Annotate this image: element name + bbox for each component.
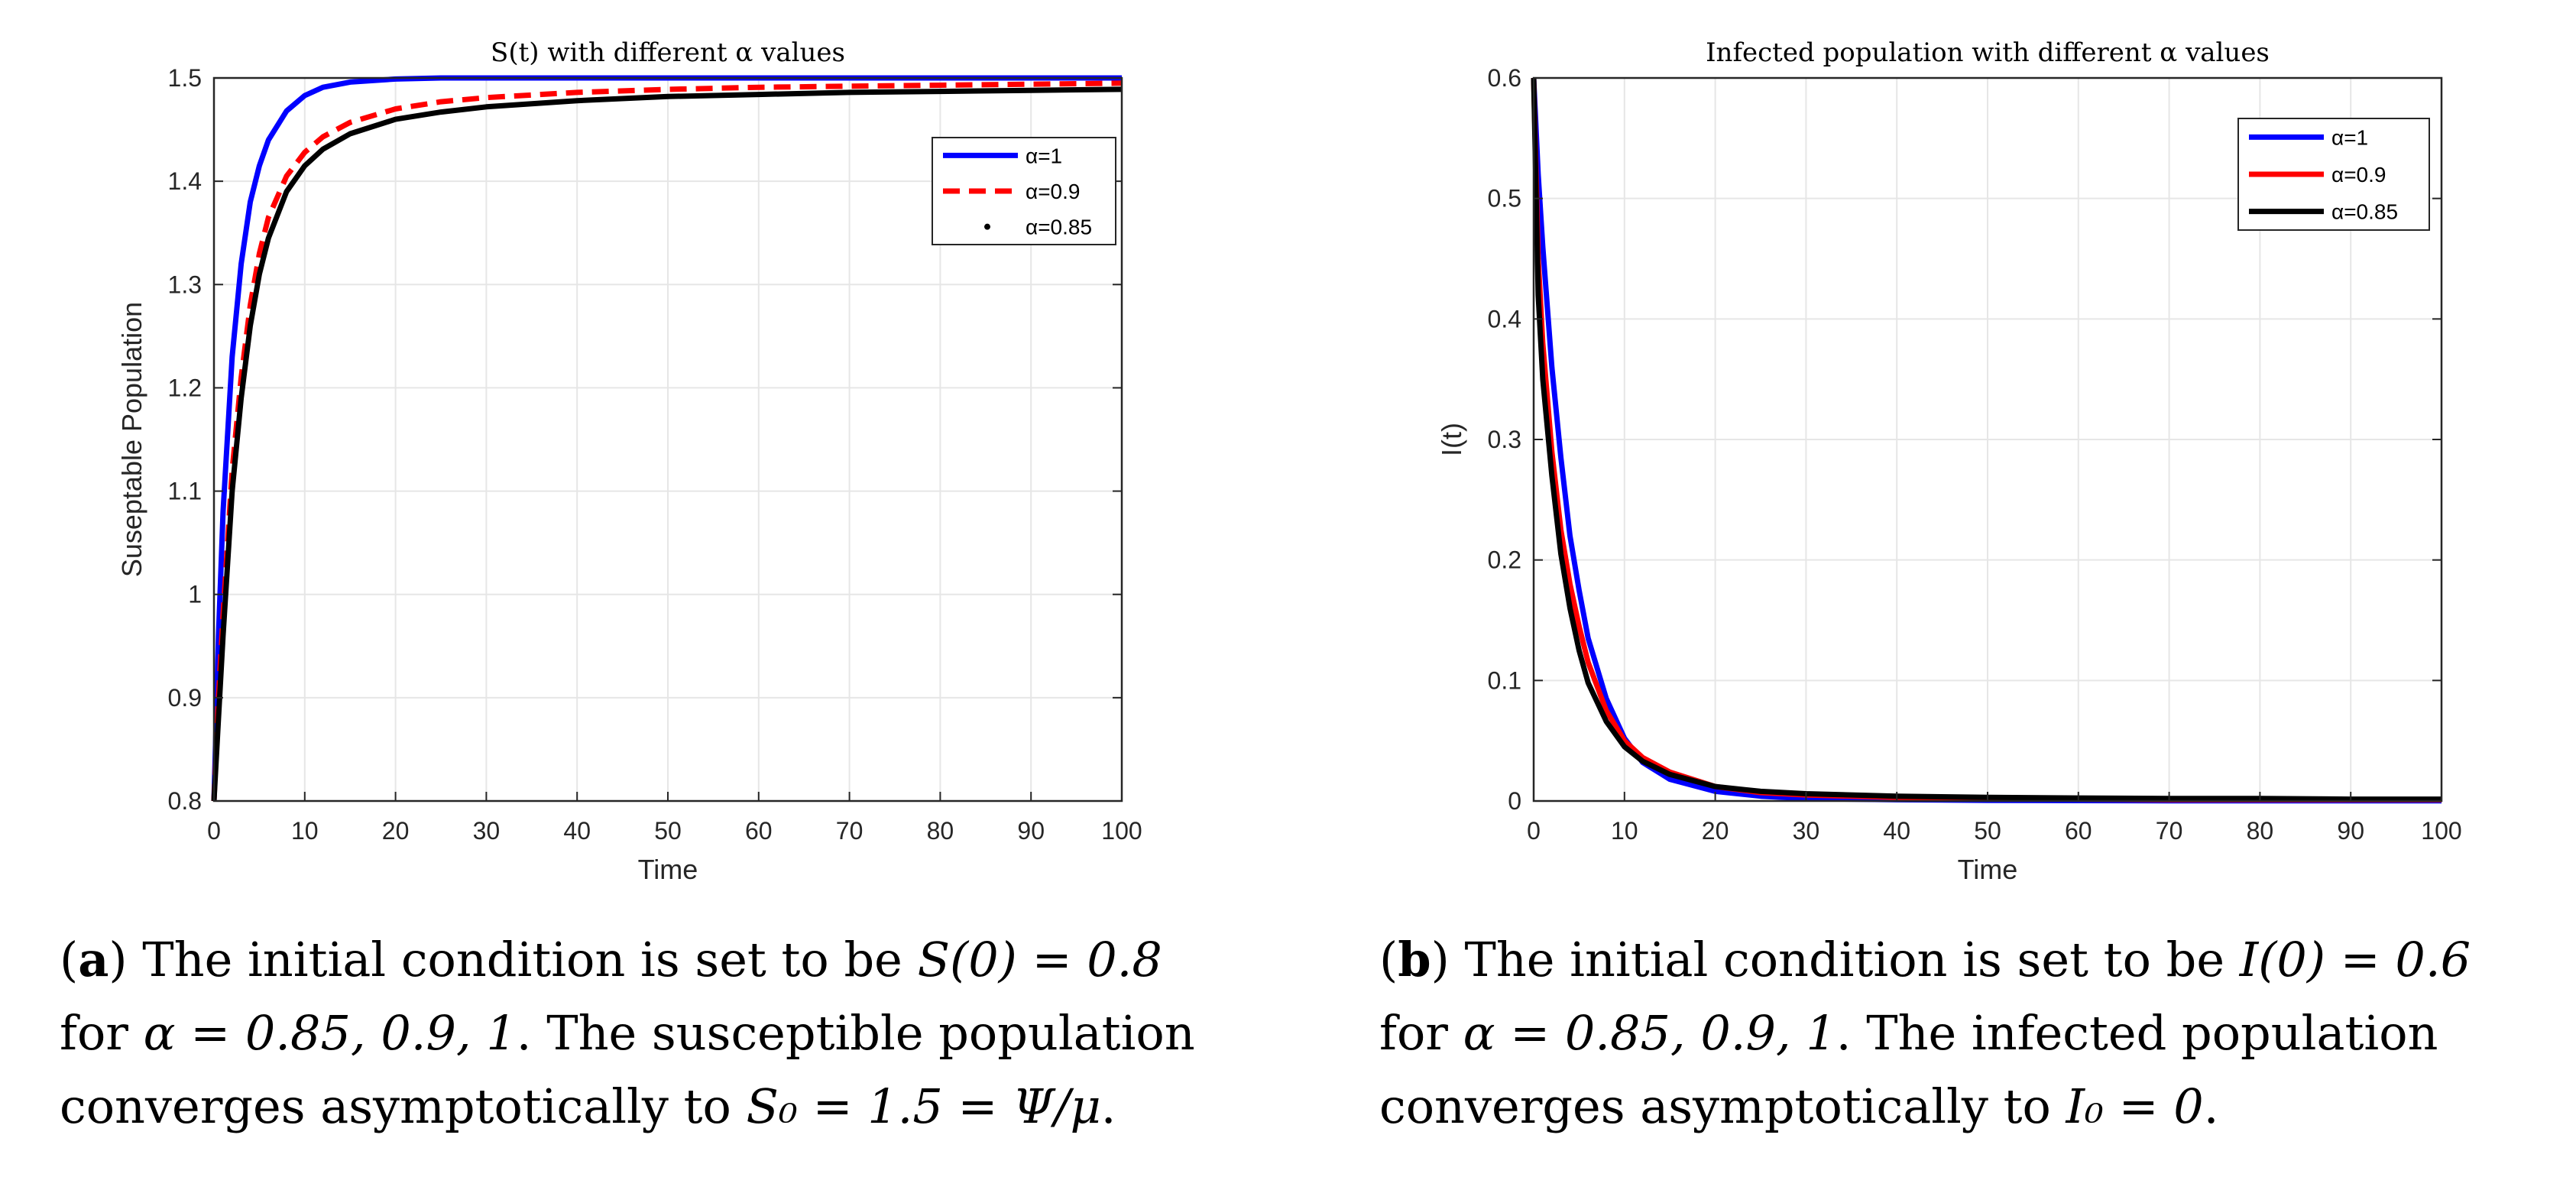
chart2-title: Infected population with different α val…: [1706, 37, 2270, 68]
chart2-xtick-label-9: 90: [2337, 817, 2364, 845]
chart-susceptible: 0 10 20 30 40 50 60 70 80 90 100 0.8 0.9 1 1.1 1.2 1.3 1.…: [116, 37, 1142, 885]
chart-infected: 0 10 20 30 40 50 60 70 80 90 100 0 0.1 0.2 0.3 0.4 0.5 0.…: [1436, 37, 2462, 885]
chart2-ytick-label-5: 0.5: [1488, 185, 1521, 212]
chart2-xtick-label-6: 60: [2065, 817, 2092, 845]
chart2-xtick-label-10: 100: [2421, 817, 2461, 845]
chart2-xtick-label-2: 20: [1702, 817, 1729, 845]
chart2-series-line-2: [1531, 77, 2442, 803]
chart2-ytick-label-4: 0.4: [1488, 305, 1521, 332]
chart1-ylabel: Suseptable Population: [116, 302, 147, 577]
caption-b-line-1: (b) The initial condition is set to be I…: [1379, 932, 2471, 987]
caption-a-label: a: [78, 932, 109, 987]
caption-a-math-2: α = 0.85, 0.9, 1: [143, 1005, 517, 1061]
chart1-ytick-label-4: 1.2: [168, 374, 202, 401]
chart1-ytick-label-0: 0.8: [168, 787, 202, 815]
caption-a-math-3: S₀ = 1.5 = Ψ/μ: [746, 1078, 1101, 1134]
chart2-ylabel: I(t): [1436, 423, 1467, 456]
chart1-ytick-label-7: 1.5: [168, 64, 202, 92]
caption-a-line-1: (a) The initial condition is set to be S…: [60, 932, 1162, 987]
caption-a-text-2: for: [60, 1005, 144, 1061]
caption-b-text-3b: .: [2203, 1078, 2219, 1134]
caption-b-text-1: The initial condition is set to be: [1464, 932, 2240, 987]
chart1-xtick-label-3: 30: [473, 817, 501, 845]
caption-a-math-1: S(0) = 0.8: [917, 932, 1162, 987]
chart1-ytick-label-2: 1: [188, 581, 202, 608]
chart1-xtick-label-10: 100: [1101, 817, 1142, 845]
chart2-xtick-label-0: 0: [1527, 817, 1541, 845]
caption-a-text-2b: . The susceptible population: [516, 1005, 1195, 1061]
chart2-legend-label-2: α=0.85: [2331, 200, 2398, 224]
chart2-ytick-label-6: 0.6: [1488, 64, 1521, 92]
caption-b-text-2b: . The infected population: [1836, 1005, 2438, 1061]
caption-b-line-2: for α = 0.85, 0.9, 1. The infected popul…: [1379, 997, 2571, 1070]
chart1-xtick-label-4: 40: [563, 817, 591, 845]
chart2-xtick-label-8: 80: [2247, 817, 2274, 845]
caption-a-text-3b: .: [1100, 1078, 1116, 1134]
caption-b-math-3: I₀ = 0: [2066, 1078, 2204, 1134]
chart2-legend-label-0: α=1: [2331, 125, 2368, 149]
chart1-xtick-label-5: 50: [654, 817, 682, 845]
chart1-ytick-label-6: 1.4: [168, 167, 202, 195]
chart1-ytick-label-1: 0.9: [168, 684, 202, 712]
caption-a-text-1: The initial condition is set to be: [142, 932, 918, 987]
caption-b-line-3: converges asymptotically to I₀ = 0.: [1379, 1070, 2571, 1143]
caption-a-line-3: converges asymptotically to S₀ = 1.5 = Ψ…: [60, 1070, 1252, 1143]
chart2-xtick-label-1: 10: [1611, 817, 1638, 845]
caption-b: (b) The initial condition is set to be I…: [1379, 923, 2571, 1143]
caption-b-math-1: I(0) = 0.6: [2239, 932, 2471, 987]
chart1-xtick-label-1: 10: [291, 817, 319, 845]
chart1-xtick-label-7: 70: [836, 817, 864, 845]
caption-b-math-2: α = 0.85, 0.9, 1: [1463, 1005, 1836, 1061]
chart1-legend-label-2: α=0.85: [1026, 216, 1092, 239]
panel-b: 0 10 20 30 40 50 60 70 80 90 100 0 0.1 0.2 0.3 0.4 0.5 0.…: [1288, 0, 2576, 1203]
chart1-xtick-label-6: 60: [745, 817, 773, 845]
chart2-ytick-label-0: 0: [1508, 787, 1521, 815]
chart2-ytick-label-2: 0.2: [1488, 546, 1521, 574]
chart1-legend-label-0: α=1: [1026, 144, 1062, 167]
chart1-legend-label-1: α=0.9: [1026, 180, 1080, 203]
chart2-xtick-label-5: 50: [1974, 817, 2001, 845]
chart2-ytick-label-3: 0.3: [1488, 426, 1521, 453]
chart2-legend-label-1: α=0.9: [2331, 163, 2386, 186]
caption-a-text-3: converges asymptotically to: [60, 1078, 747, 1134]
chart1-xtick-label-9: 90: [1017, 817, 1045, 845]
chart1-title: S(t) with different α values: [491, 37, 845, 68]
chart2-ytick-label-1: 0.1: [1488, 666, 1521, 694]
chart1-xtick-label-8: 80: [927, 817, 954, 845]
chart2-xlabel: Time: [1958, 854, 2018, 885]
chart1-xtick-label-0: 0: [207, 817, 221, 845]
chart1-xtick-label-2: 20: [382, 817, 410, 845]
chart1-series-line-2: [211, 86, 1123, 802]
chart2-xtick-label-3: 30: [1793, 817, 1820, 845]
chart2-xtick-label-4: 40: [1883, 817, 1910, 845]
caption-a: (a) The initial condition is set to be S…: [60, 923, 1252, 1143]
chart2-xtick-label-7: 70: [2156, 817, 2183, 845]
chart1-xlabel: Time: [638, 854, 698, 885]
caption-a-line-2: for α = 0.85, 0.9, 1. The susceptible po…: [60, 997, 1252, 1070]
caption-b-text-3: converges asymptotically to: [1379, 1078, 2066, 1134]
chart1-ytick-label-3: 1.1: [168, 478, 202, 505]
panel-a: 0 10 20 30 40 50 60 70 80 90 100 0.8 0.9 1 1.1 1.2 1.3 1.…: [60, 37, 1252, 1143]
caption-b-text-2: for: [1379, 1005, 1463, 1061]
chart1-legend-marker-2: [984, 223, 990, 230]
caption-b-label: b: [1398, 932, 1431, 987]
chart1-ytick-label-5: 1.3: [168, 271, 202, 298]
